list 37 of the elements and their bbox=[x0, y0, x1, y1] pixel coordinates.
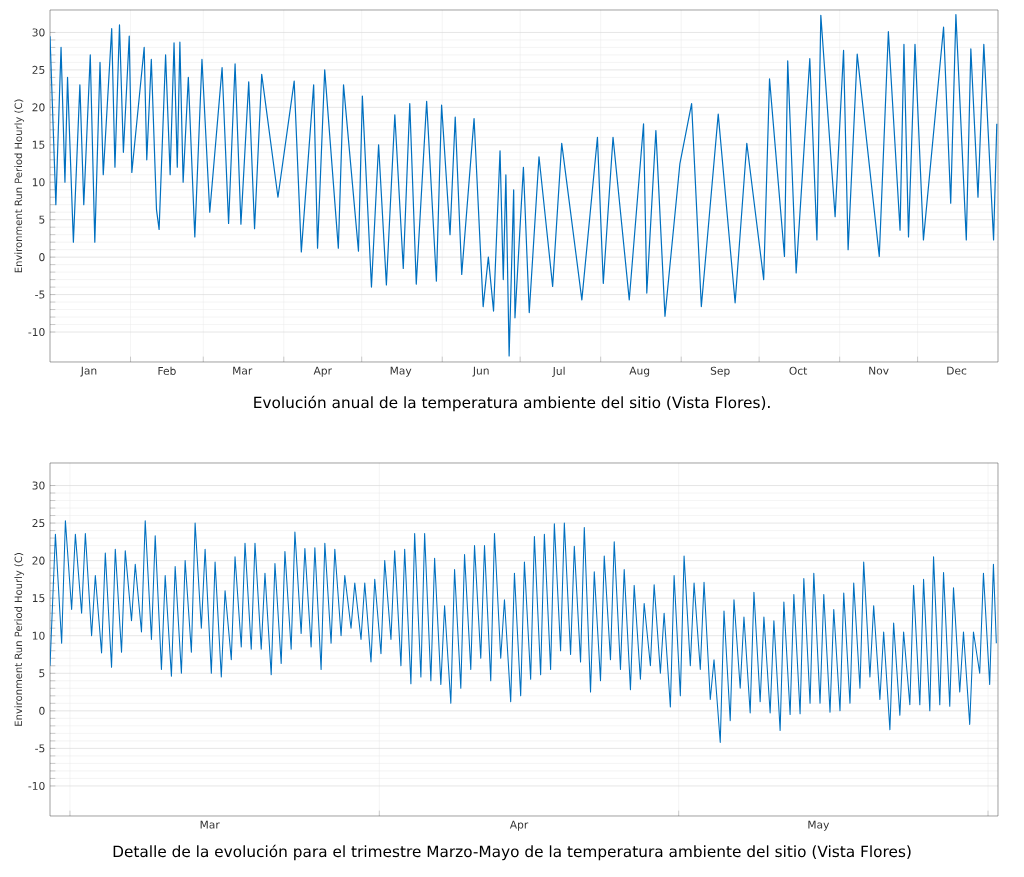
y-tick-label: 10 bbox=[32, 631, 45, 640]
x-tick-label: Jun bbox=[472, 366, 489, 377]
x-tick-label: Feb bbox=[158, 366, 176, 375]
x-tick-label: Sep bbox=[710, 366, 730, 377]
y-axis-title: Environment Run Period Hourly (C) bbox=[14, 99, 25, 273]
x-tick-label: Mar bbox=[200, 820, 220, 829]
y-tick-label: 15 bbox=[32, 140, 45, 149]
y-tick-label: 30 bbox=[32, 481, 45, 490]
y-tick-label: 0 bbox=[39, 706, 45, 715]
y-tick-label: 5 bbox=[39, 669, 45, 678]
y-tick-label: 15 bbox=[32, 594, 45, 603]
y-tick-label: 0 bbox=[39, 253, 45, 262]
y-tick-label: 25 bbox=[32, 65, 45, 74]
y-tick-label: -5 bbox=[35, 290, 45, 299]
x-tick-label: Aug bbox=[629, 366, 650, 377]
x-tick-label: Oct bbox=[789, 366, 808, 375]
y-tick-label: 10 bbox=[32, 178, 45, 187]
x-tick-label: Dec bbox=[947, 366, 967, 375]
y-tick-label: -10 bbox=[28, 781, 45, 790]
y-tick-label: 20 bbox=[32, 103, 45, 112]
y-axis-title: Environment Run Period Hourly (C) bbox=[14, 553, 25, 726]
x-tick-label: Jul bbox=[552, 366, 565, 377]
x-tick-label: Mar bbox=[233, 366, 253, 375]
text: Evolución anual de la temperatura ambiente del sitio (Vista Flores). bbox=[254, 395, 770, 412]
y-tick-label: 5 bbox=[39, 215, 45, 224]
x-tick-label: Nov bbox=[869, 366, 889, 375]
y-tick-label: -5 bbox=[35, 744, 45, 753]
x-tick-label: May bbox=[808, 820, 830, 831]
y-tick-label: 20 bbox=[32, 556, 45, 565]
x-tick-label: Jan bbox=[80, 366, 97, 377]
x-tick-label: Apr bbox=[313, 366, 332, 377]
y-tick-label: 30 bbox=[32, 28, 45, 37]
x-tick-label: May bbox=[390, 366, 412, 377]
y-tick-label: -10 bbox=[28, 327, 45, 337]
text: Detalle de la evolución para el trimestre Marzo-Mayo de la temperatura ambiente del sitio (Vista Flores) bbox=[113, 844, 911, 861]
y-tick-label: 25 bbox=[32, 519, 45, 528]
x-tick-label: Apr bbox=[509, 820, 529, 831]
